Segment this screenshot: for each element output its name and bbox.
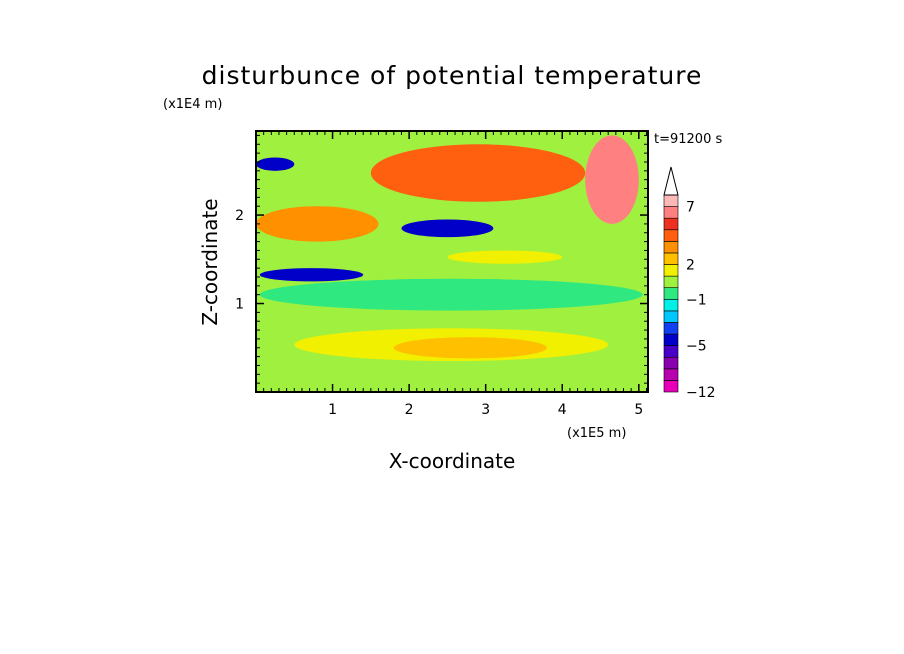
colorbar: 7 2 −1 −5 −12 [663,166,716,401]
y-axis-label: Z-coordinate [198,198,222,325]
contour-region [256,157,295,171]
colorbar-swatch [663,241,679,254]
x-axis-label: X-coordinate [389,449,516,473]
contour-region [585,135,639,224]
axis-ticks: 1 2 3 4 5 1 2 [235,131,648,418]
colorbar-swatch [663,194,679,207]
contour-region [401,219,494,238]
colorbar-swatch [663,310,679,323]
contour-region [447,250,563,264]
colorbar-swatch [663,345,679,358]
colorbar-swatch [663,298,679,312]
colorbar-swatch [663,356,679,370]
colorbar-swatch [663,252,679,265]
contour-region [256,206,379,242]
colorbar-swatch [663,275,679,289]
colorbar-tick-label: −1 [686,292,707,308]
y-scale-label: (x1E4 m) [163,97,222,112]
colorbar-tick-label: 7 [686,200,695,216]
colorbar-swatch [663,264,679,277]
contour-region [259,268,364,282]
colorbar-swatch [663,206,679,219]
contour-region [370,144,586,202]
x-tick-label: 1 [328,402,337,418]
chart-title: disturbunce of potential temperature [202,61,703,90]
colorbar-extend-arrow [663,166,679,196]
contour-region [259,278,643,311]
colorbar-swatch [663,217,679,231]
colorbar-swatch [663,380,679,393]
colorbar-swatch [663,229,679,242]
colorbar-swatch [663,287,679,300]
time-label: t=91200 s [654,132,722,147]
contour-field [256,131,648,392]
colorbar-tick-label: −12 [686,385,716,401]
x-tick-label: 3 [481,402,490,418]
x-tick-label: 2 [405,402,414,418]
colorbar-tick-label: 2 [686,258,695,274]
y-tick-label: 1 [235,297,244,313]
colorbar-swatch [663,322,679,335]
contour-region [393,337,547,359]
colorbar-swatch [663,368,679,381]
y-tick-label: 2 [235,208,244,224]
x-tick-label: 4 [558,402,567,418]
plot-frame [255,130,649,393]
colorbar-tick-label: −5 [686,339,707,355]
x-tick-label: 5 [634,402,643,418]
colorbar-swatch [663,333,679,346]
x-scale-label: (x1E5 m) [567,426,626,441]
